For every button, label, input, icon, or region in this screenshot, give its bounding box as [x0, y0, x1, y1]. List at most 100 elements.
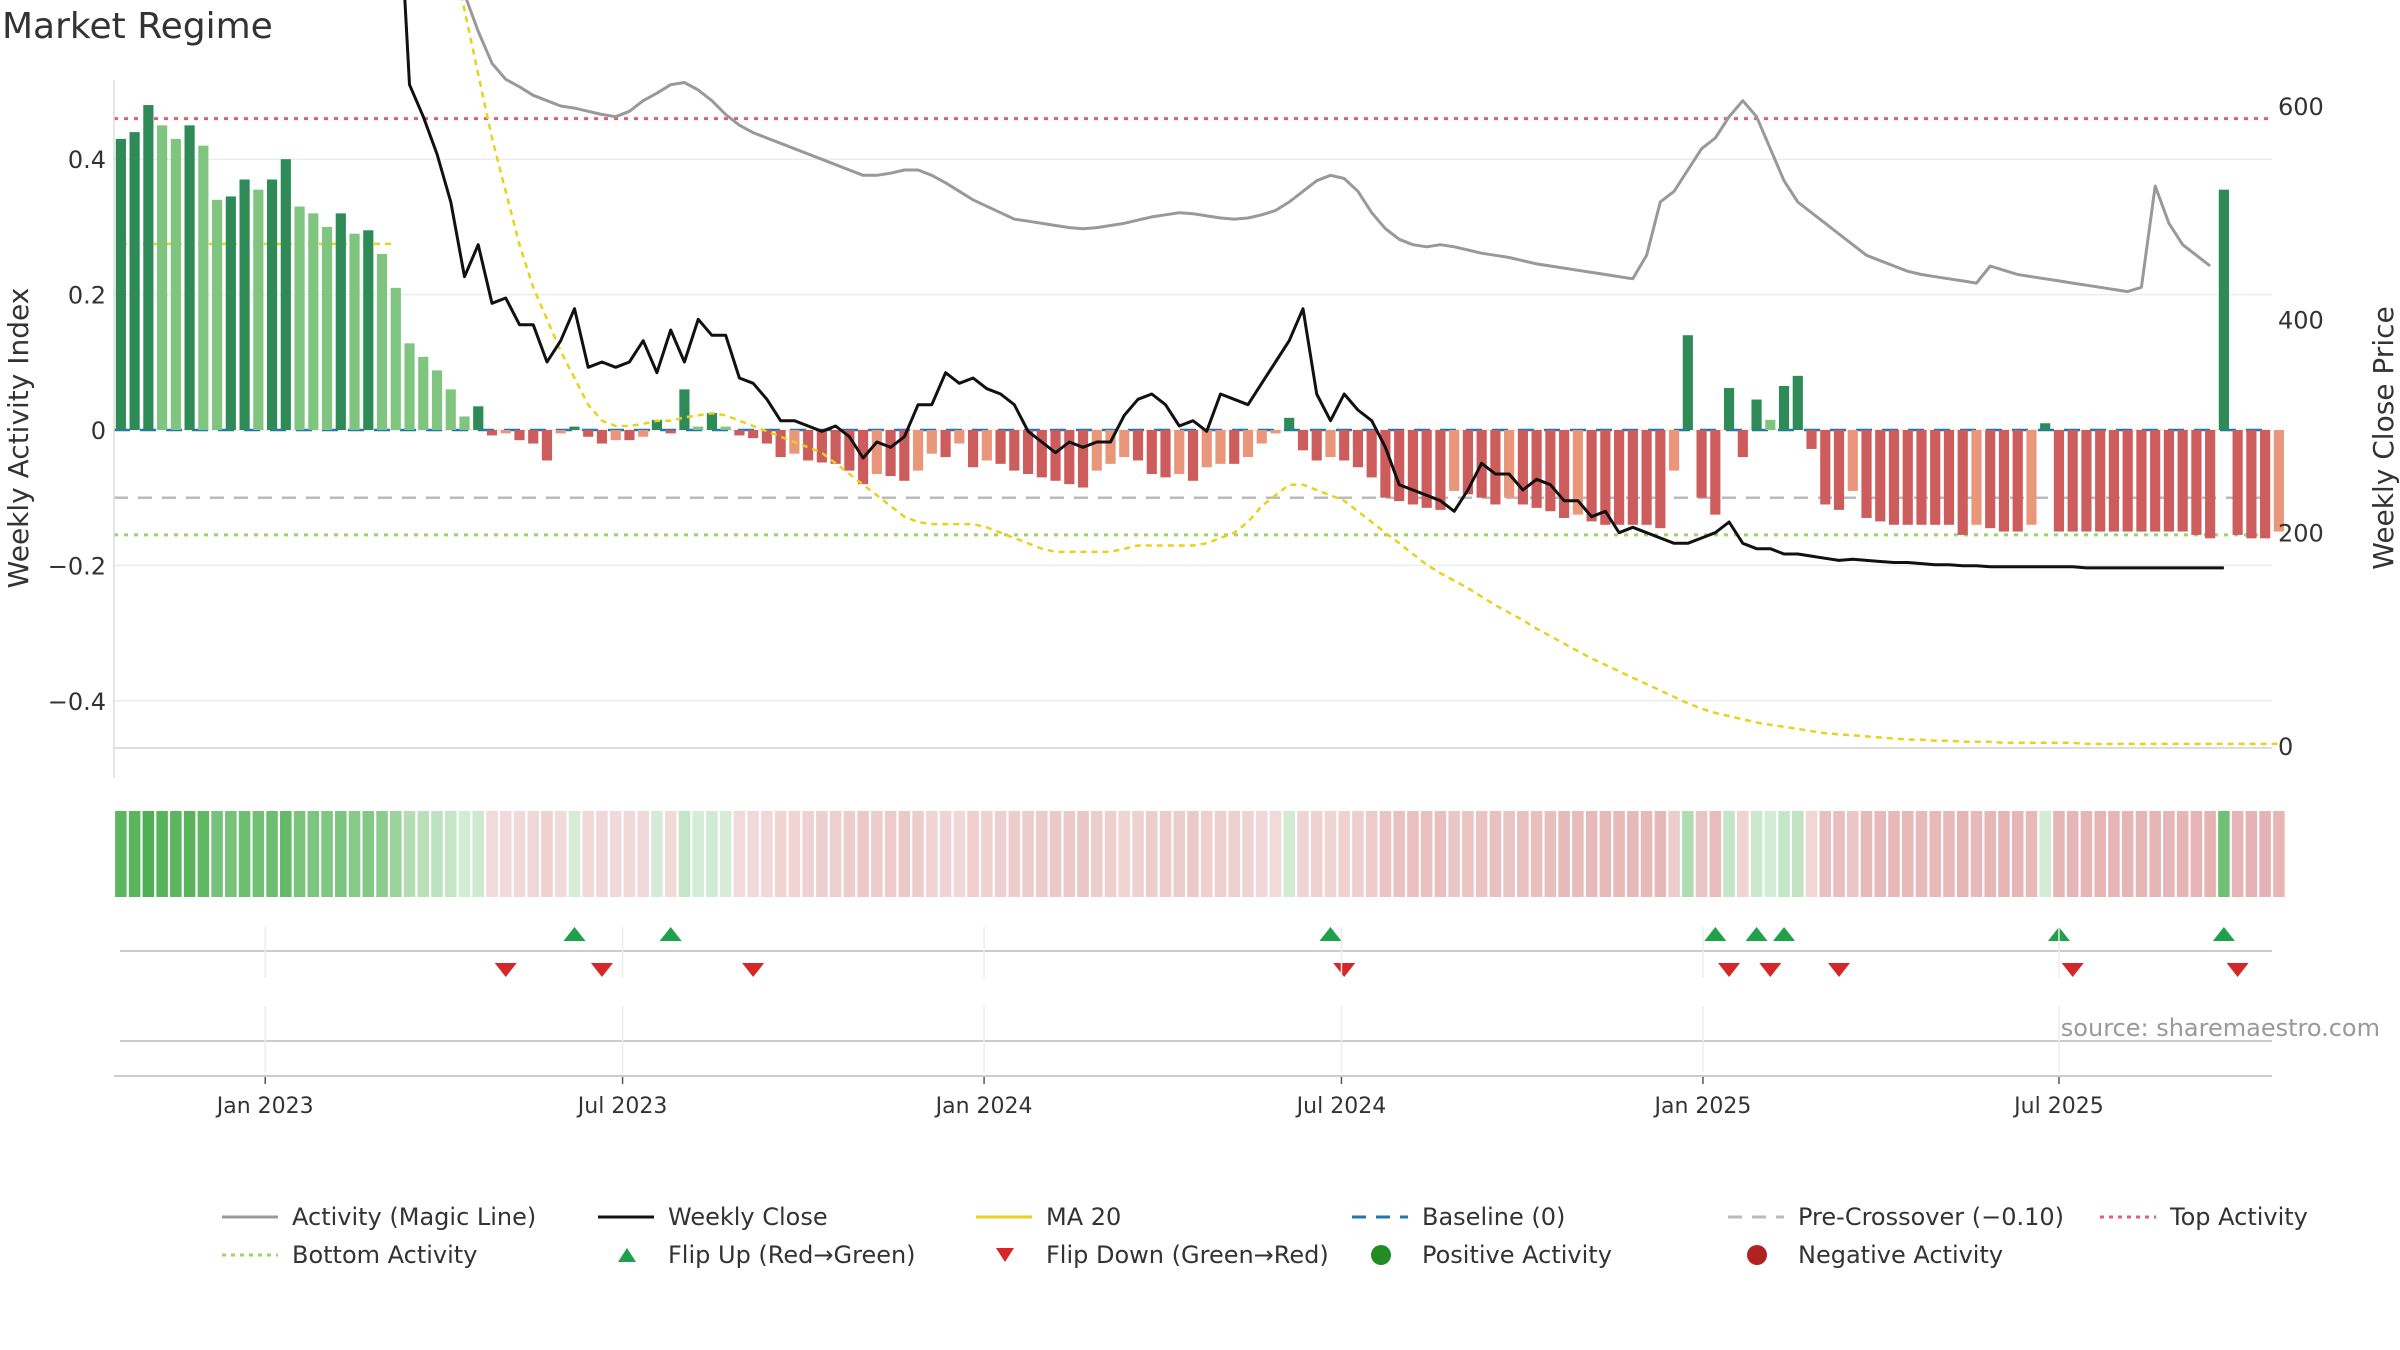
activity-bar [486, 430, 498, 436]
flip_down-legend-symbol [996, 1248, 1014, 1262]
chart-title: Market Regime [2, 6, 273, 47]
regime-cell [1778, 811, 1790, 897]
regime-cell [1255, 811, 1268, 897]
regime-cell [733, 811, 746, 897]
regime-cell [774, 811, 787, 897]
regime-cell [623, 811, 636, 897]
regime-cell [912, 811, 924, 897]
regime-cell [1764, 811, 1777, 897]
regime-cell [664, 811, 677, 897]
regime-cell [2053, 811, 2065, 897]
activity-bar [170, 138, 181, 430]
regime-cell [348, 811, 361, 897]
y-tick-label: −0.4 [48, 688, 106, 716]
regime-cell [211, 811, 223, 897]
regime-cell [1709, 811, 1722, 897]
activity-bar [748, 430, 759, 439]
activity-bar [1256, 430, 1267, 444]
activity-bar [1806, 430, 1817, 449]
activity-bar [129, 132, 140, 430]
activity-bar [1641, 430, 1652, 525]
activity-bar [1407, 430, 1419, 505]
activity-bar [926, 430, 937, 454]
legend-label: Baseline (0) [1422, 1203, 1566, 1231]
regime-cell [1324, 811, 1337, 897]
y2-tick-label: 200 [2278, 520, 2324, 548]
activity-bar [418, 356, 429, 430]
activity-bar [212, 199, 223, 430]
activity-bar [1105, 430, 1116, 464]
regime-cell [2259, 811, 2271, 897]
activity-bar [1847, 430, 1858, 491]
regime-cell [156, 811, 168, 897]
regime-cell [2231, 811, 2244, 897]
activity-bar [2012, 430, 2023, 532]
regime-cell [1874, 811, 1887, 897]
regime-cell [967, 811, 979, 897]
activity-bar [1146, 430, 1157, 475]
activity-bar [1875, 430, 1886, 522]
activity-bar [363, 230, 374, 430]
x-tick-label: Jan 2023 [215, 1094, 314, 1119]
regime-cell [1627, 811, 1639, 897]
activity-bar [1545, 430, 1556, 512]
activity-bar [2081, 430, 2092, 532]
regime-cell [2190, 811, 2203, 897]
regime-cell [1572, 811, 1584, 897]
regime-cell [1901, 811, 1914, 897]
legend-symbol [2100, 1215, 2156, 1219]
regime-cell [225, 811, 237, 897]
activity-bar [225, 196, 236, 430]
regime-cell [1640, 811, 1653, 897]
activity-bar [638, 430, 649, 437]
activity-bar [1820, 430, 1831, 505]
regime-cell [1489, 811, 1502, 897]
regime-cell [499, 811, 512, 897]
ma20-line [461, 0, 2279, 746]
regime-cell [2273, 811, 2285, 897]
activity-bar [1022, 430, 1034, 475]
regime-cell [376, 811, 388, 897]
regime-cell [2149, 811, 2161, 897]
flip-up-marker [2212, 927, 2235, 941]
activity-bar [816, 430, 827, 463]
activity-bar [2163, 430, 2174, 532]
activity-bar [115, 138, 126, 430]
regime-cell [2204, 811, 2216, 897]
activity-bar [1517, 430, 1528, 505]
activity-bar [665, 430, 676, 434]
regime-cell [1682, 811, 1694, 897]
x-tick-label: Jul 2025 [2012, 1094, 2104, 1119]
flip-down-marker [494, 963, 517, 977]
regime-cell [1407, 811, 1419, 897]
activity-bar [2150, 430, 2161, 532]
regime-cell [362, 811, 375, 897]
flip-up-marker [1704, 927, 1727, 941]
activity-bar [1682, 335, 1693, 430]
regime-cell [1599, 811, 1612, 897]
x-axis: Jan 2023 Jul 2023 Jan 2024 Jul 2024 Jan 2025… [114, 927, 2272, 1119]
activity-bar [349, 233, 360, 430]
activity-bar [143, 105, 154, 430]
regime-cell [747, 811, 759, 897]
activity-bar [1284, 417, 1295, 430]
y2-tick-label: 600 [2278, 93, 2324, 121]
activity-bar [157, 125, 168, 430]
activity-bar [239, 179, 250, 430]
activity-bar [693, 426, 704, 430]
x-tick-label: Jul 2024 [1295, 1094, 1387, 1119]
regime-cell [1159, 811, 1172, 897]
legend-label: MA 20 [1046, 1203, 1122, 1231]
regime-cell [2011, 811, 2024, 897]
regime-cell [981, 811, 993, 897]
legend-symbol [1728, 1215, 1784, 1219]
activity-bar [1297, 430, 1309, 451]
regime-cell [678, 811, 691, 897]
activity-bar [2053, 430, 2065, 532]
regime-cell [788, 811, 801, 897]
activity-bar [1668, 430, 1680, 471]
regime-cell [1558, 811, 1570, 897]
activity-bar [2122, 430, 2133, 532]
activity-bar [1339, 430, 1350, 461]
regime-cell [1613, 811, 1625, 897]
